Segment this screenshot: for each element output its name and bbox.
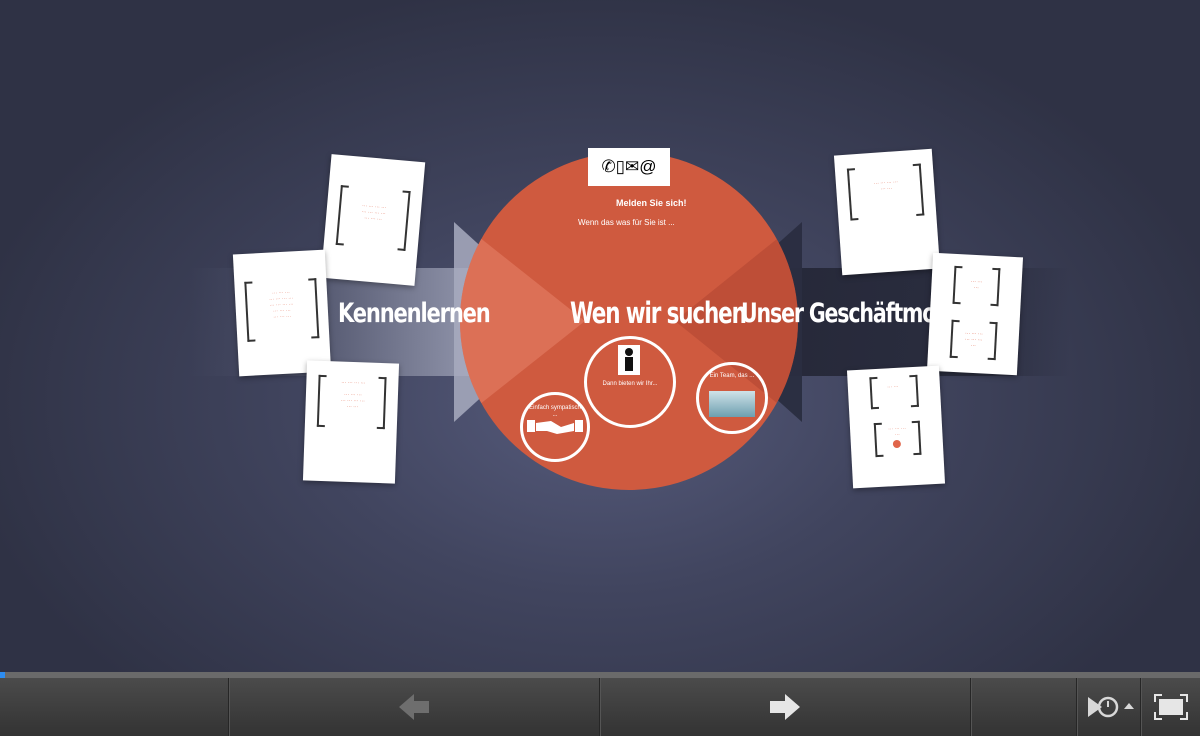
autoplay-button[interactable] <box>1077 678 1140 736</box>
contact-icons-glyphs: ✆▯✉@ <box>601 157 657 176</box>
contact-heading: Melden Sie sich! <box>616 198 687 208</box>
left-card-middle[interactable]: ··· ··· ··· ··· ··· ··· ··· ··· ··· ··· ··… <box>232 249 332 377</box>
fullscreen-icon <box>1153 694 1188 720</box>
previous-button[interactable] <box>229 678 599 736</box>
contact-subtext: Wenn das was für Sie ist ... <box>578 218 675 227</box>
title-kennenlernen[interactable]: Kennenlernen <box>338 298 491 329</box>
fullscreen-button[interactable] <box>1141 678 1200 736</box>
team-ring[interactable]: Ein Team, das ... <box>696 362 768 434</box>
toolbar-separator <box>970 678 971 736</box>
handshake-ring-text: Einfach sympatisch ... <box>529 405 581 418</box>
right-card-top[interactable]: ··· ··· ··· ··· ··· ··· <box>833 148 941 276</box>
progress-bar[interactable] <box>0 672 1200 678</box>
candidate-ring[interactable]: Dann bieten wir Ihr... <box>584 336 676 428</box>
presentation-canvas[interactable]: Kennenlernen Wen wir suchen Unser Geschä… <box>0 0 1200 678</box>
team-image <box>709 391 755 417</box>
toolbar-separator <box>1076 678 1077 736</box>
progress-fill <box>0 672 5 678</box>
next-button[interactable] <box>600 678 970 736</box>
toolbar-separator <box>1140 678 1141 736</box>
arrow-left-icon <box>399 694 429 720</box>
right-card-middle[interactable]: ··· ··· ··· ··· ··· ··· ··· ··· ··· ··· <box>926 252 1024 376</box>
left-card-top[interactable]: ··· ··· ··· ··· ··· ··· ··· ··· ··· ··· ··… <box>320 154 426 286</box>
title-wen-wir-suchen[interactable]: Wen wir suchen <box>570 296 747 330</box>
left-card-bottom[interactable]: ··· ··· ··· ··· ··· ··· ··· ··· ··· ··· ··… <box>302 360 400 484</box>
candidate-ring-text: Dann bieten wir Ihr... <box>602 381 658 387</box>
right-card-bottom[interactable]: ··· ··· ··· ··· ··· ··· <box>846 365 946 489</box>
handshake-ring[interactable]: Einfach sympatisch ... <box>520 392 590 462</box>
small-logo-icon <box>892 439 902 449</box>
contact-icons[interactable]: ✆▯✉@ <box>588 148 670 186</box>
arrow-right-icon <box>770 694 800 720</box>
person-icon <box>618 345 640 375</box>
presentation-toolbar <box>0 678 1200 736</box>
handshake-icon <box>527 420 583 434</box>
autoplay-timer-icon <box>1087 696 1134 718</box>
toolbar-separator <box>228 678 229 736</box>
team-ring-text: Ein Team, das ... <box>709 373 755 379</box>
center-circle[interactable] <box>460 152 798 490</box>
toolbar-separator <box>599 678 600 736</box>
